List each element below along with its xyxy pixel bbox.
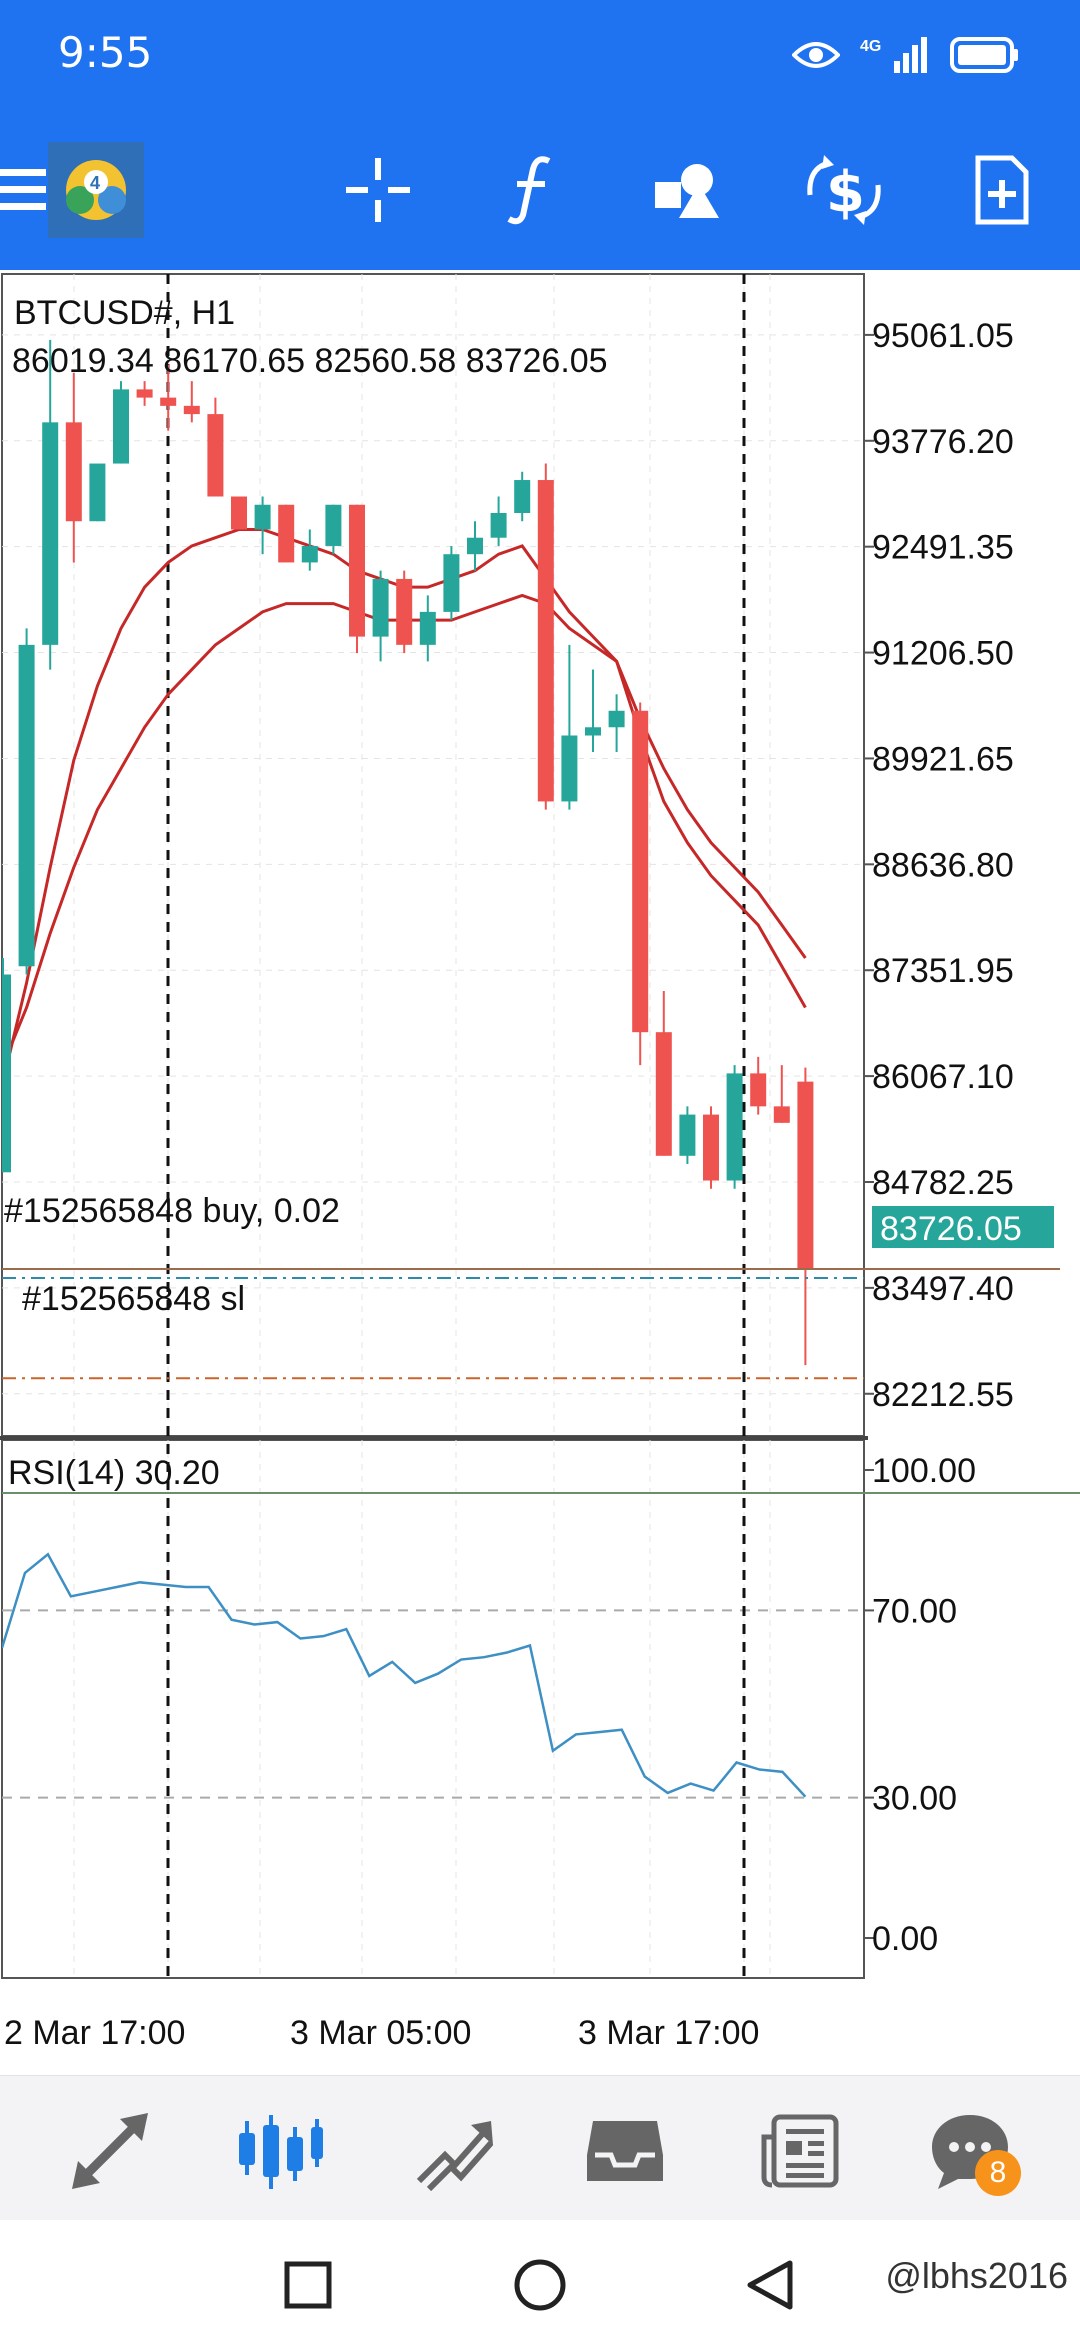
back-triangle-icon[interactable] (730, 2245, 810, 2325)
candle-19 (443, 545, 460, 621)
rsi-axis: 100.00 70.00 30.00 0.00 (864, 1452, 976, 1958)
symbol-label: BTCUSD#, H1 (14, 294, 235, 332)
candle-0 (2, 958, 11, 1173)
time-label-1: 2 Mar 17:00 (4, 2014, 185, 2052)
price-label-7: 86067.10 (872, 1058, 1014, 1096)
status-bar: 9:55 4G (0, 0, 1080, 110)
candle-28 (655, 990, 672, 1156)
app-logo-icon[interactable]: 4 (46, 140, 146, 240)
candle-2 (42, 339, 59, 670)
rsi-line (2, 1552, 807, 1798)
rsi-pane-border (1, 1439, 865, 1979)
price-axis: 95061.05 93776.20 92491.35 91206.50 89921.65… (864, 317, 1014, 1414)
trade-icon[interactable]: $ (794, 140, 894, 240)
time-label-2: 3 Mar 05:00 (290, 2014, 471, 2052)
chart-area[interactable]: BTCUSD#, H1 86019.34 86170.65 82560.58 8… (0, 270, 1080, 2070)
app-toolbar: 4 $ (0, 110, 1080, 270)
rsi-grid (2, 1440, 864, 1978)
candle-29 (679, 1106, 696, 1165)
candle-7 (160, 364, 177, 431)
candle-21 (490, 496, 507, 546)
rsi-level-label-0: 100.00 (872, 1452, 976, 1490)
messages-badge: 8 (975, 2150, 1021, 2196)
price-label-8: 84782.25 (872, 1164, 1014, 1202)
candle-27 (632, 702, 649, 1066)
time-label-3: 3 Mar 17:00 (578, 2014, 759, 2052)
candle-26 (608, 694, 625, 752)
bottom-navigation: 8 (0, 2075, 1080, 2221)
battery-icon (950, 37, 1018, 73)
candle-10 (231, 496, 247, 530)
function-icon[interactable] (482, 140, 582, 240)
crosshair-icon[interactable] (328, 140, 428, 240)
position-label: #152565848 buy, 0.02 (4, 1192, 340, 1230)
candle-32 (750, 1056, 767, 1115)
candle-33 (773, 1065, 790, 1123)
candle-11 (254, 496, 271, 555)
price-label-0: 95061.05 (872, 317, 1014, 355)
candle-3 (65, 372, 82, 563)
quotes-icon[interactable] (55, 2096, 165, 2206)
candle-4 (89, 463, 106, 522)
messages-icon[interactable]: 8 (915, 2096, 1025, 2206)
candle-23 (537, 463, 554, 810)
signal-icon: 4G (860, 37, 927, 73)
candle-17 (396, 570, 413, 654)
system-navigation (0, 2220, 1080, 2340)
stop-loss-label: #152565848 sl (22, 1280, 245, 1318)
price-label-4: 89921.65 (872, 740, 1014, 778)
status-time: 9:55 (58, 28, 153, 77)
history-icon[interactable] (570, 2096, 680, 2206)
status-icons: 4G (792, 30, 1020, 80)
price-label-2: 92491.35 (872, 529, 1014, 567)
candle-8 (183, 381, 200, 423)
new-order-icon[interactable] (952, 140, 1052, 240)
candle-16 (372, 570, 389, 662)
price-label-9: 83497.40 (872, 1270, 1014, 1308)
candle-22 (514, 471, 531, 522)
rsi-level-label-1: 70.00 (872, 1592, 957, 1630)
candle-25 (585, 669, 601, 752)
candle-15 (349, 504, 365, 654)
main-pane-border (1, 273, 865, 1437)
current-price-label: 83726.05 (880, 1210, 1022, 1248)
current-price-badge (872, 1206, 1054, 1248)
candle-31 (726, 1065, 743, 1189)
candle-30 (703, 1106, 719, 1189)
price-label-5: 88636.80 (872, 846, 1014, 884)
rsi-level-label-3: 0.00 (872, 1920, 938, 1958)
candle-6 (136, 381, 153, 406)
candle-18 (419, 595, 436, 662)
candle-13 (301, 529, 318, 571)
home-circle-icon[interactable] (500, 2245, 580, 2325)
objects-icon[interactable] (638, 140, 738, 240)
price-label-10: 82212.55 (872, 1376, 1014, 1414)
rsi-label: RSI(14) 30.20 (8, 1454, 220, 1492)
trade-icon[interactable] (400, 2096, 510, 2206)
chart-canvas[interactable]: BTCUSD#, H1 86019.34 86170.65 82560.58 8… (0, 270, 1080, 2070)
price-label-1: 93776.20 (872, 423, 1014, 461)
candles (2, 339, 814, 1366)
candle-14 (325, 504, 342, 555)
rsi-level-label-2: 30.00 (872, 1780, 957, 1818)
price-label-6: 87351.95 (872, 952, 1014, 990)
price-label-3: 91206.50 (872, 635, 1014, 673)
chart-icon[interactable] (225, 2096, 335, 2206)
menu-icon[interactable] (0, 140, 70, 240)
candle-34 (797, 1067, 814, 1366)
news-icon[interactable] (745, 2096, 855, 2206)
watermark: @lbhs2016 (885, 2255, 1068, 2296)
candle-1 (18, 628, 35, 975)
candle-24 (561, 644, 578, 810)
svg-text:4: 4 (90, 173, 100, 193)
candle-5 (113, 381, 129, 464)
candle-9 (207, 397, 224, 497)
eye-icon (792, 42, 840, 68)
candle-12 (278, 504, 295, 563)
candle-20 (467, 521, 483, 571)
recents-square-icon[interactable] (268, 2245, 348, 2325)
ohlc-label: 86019.34 86170.65 82560.58 83726.05 (12, 342, 608, 380)
network-type-label: 4G (860, 38, 881, 55)
